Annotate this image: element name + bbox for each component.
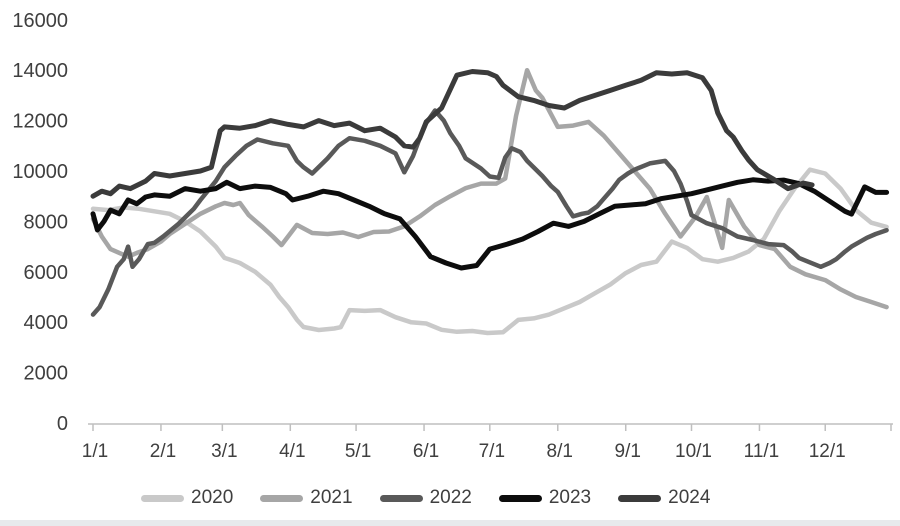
series-line-2021: [90, 67, 889, 310]
y-axis-tick-label: 16000: [12, 10, 68, 32]
x-axis-tick-label: 11/1: [744, 441, 780, 462]
legend-label: 2022: [429, 487, 472, 508]
legend-item-2020: 2020: [141, 487, 233, 509]
y-axis-tick-label: 10000: [12, 161, 68, 183]
x-axis-tick-label: 8/1: [547, 441, 573, 462]
series-line-2023: [90, 177, 890, 271]
x-axis-tick-label: 12/1: [809, 441, 846, 462]
legend-swatch-2024: [618, 494, 662, 502]
chart-legend: 2020 2021 2022 2023 2024: [141, 487, 710, 509]
legend-item-2024: 2024: [618, 487, 710, 509]
legend-item-2023: 2023: [498, 487, 592, 509]
x-axis-tick-label: 9/1: [615, 441, 641, 462]
x-axis-tick-label: 7/1: [479, 441, 505, 462]
legend-label: 2023: [548, 487, 592, 508]
y-axis-tick-label: 8000: [24, 211, 69, 233]
legend-label: 2021: [310, 487, 353, 508]
x-axis-tick-label: 2/1: [150, 441, 176, 462]
legend-label: 2024: [668, 487, 711, 508]
y-axis-tick-label: 14000: [12, 60, 68, 82]
x-axis-tick-label: 5/1: [345, 441, 371, 462]
y-axis-tick-label: 4000: [24, 312, 69, 334]
legend-swatch-2023: [498, 494, 542, 502]
y-axis-tick-label: 2000: [24, 363, 69, 385]
legend-swatch-2021: [260, 494, 304, 502]
x-axis-tick-label: 1/1: [82, 441, 108, 462]
x-axis-tick-label: 6/1: [413, 441, 439, 462]
legend-label: 2020: [191, 487, 234, 508]
legend-swatch-2022: [379, 494, 423, 502]
series-line-2022: [90, 108, 889, 317]
series-line-2020: [90, 167, 889, 336]
y-axis-tick-label: 6000: [24, 262, 69, 284]
x-axis-tick-label: 3/1: [211, 441, 237, 462]
bottom-edge-strip: [0, 520, 900, 526]
legend-swatch-2020: [141, 494, 184, 502]
x-axis-tick-label: 4/1: [279, 441, 305, 462]
legend-item-2022: 2022: [379, 487, 472, 509]
series-line-2024: [90, 69, 815, 199]
legend-item-2021: 2021: [260, 487, 353, 509]
y-axis-tick-label: 0: [57, 413, 68, 435]
y-axis-tick-label: 12000: [12, 111, 68, 133]
x-axis-tick-label: 10/1: [675, 441, 712, 462]
